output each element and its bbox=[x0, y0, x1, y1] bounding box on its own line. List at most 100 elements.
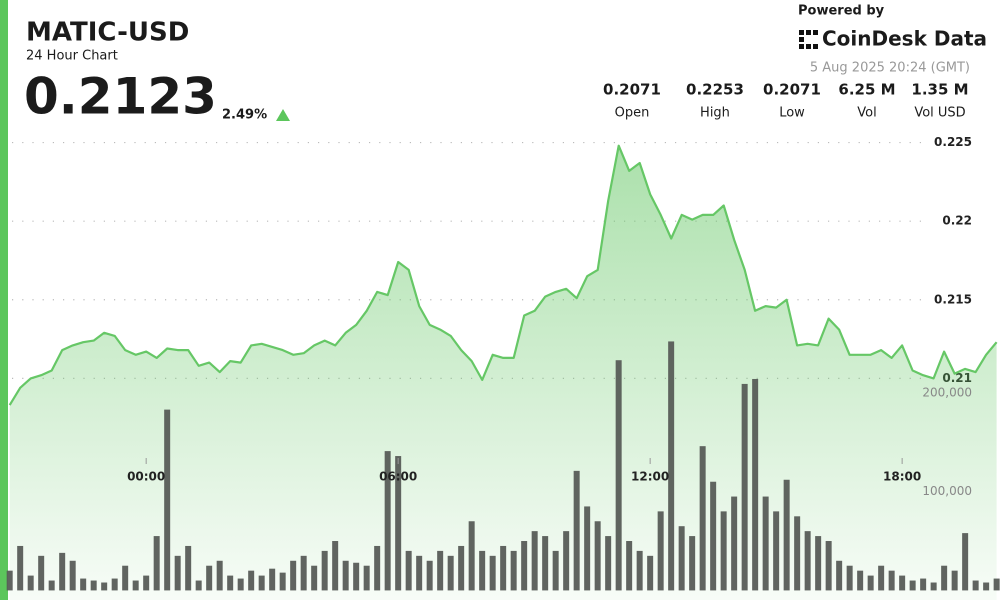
stat-value: 6.25 M bbox=[838, 81, 895, 99]
volume-bar bbox=[731, 496, 738, 591]
volume-bar bbox=[290, 560, 297, 591]
stat-value: 1.35 M bbox=[911, 81, 968, 99]
brand: CoinDesk Data bbox=[822, 27, 987, 51]
volume-bar bbox=[69, 560, 76, 591]
volume-bar bbox=[993, 578, 1000, 591]
x-tick-label: 12:00 bbox=[631, 470, 669, 484]
volume-bar bbox=[227, 575, 234, 591]
volume-bar bbox=[353, 562, 360, 591]
volume-bar bbox=[899, 575, 906, 591]
volume-bar bbox=[258, 575, 265, 591]
volume-bar bbox=[584, 506, 591, 591]
subtitle: 24 Hour Chart bbox=[26, 49, 118, 64]
volume-bar bbox=[59, 552, 66, 591]
volume-bar bbox=[909, 580, 916, 591]
volume-bar bbox=[363, 565, 370, 591]
volume-bar bbox=[458, 545, 465, 591]
volume-bar bbox=[248, 570, 255, 591]
price-line bbox=[8, 144, 998, 406]
volume-bar bbox=[447, 555, 454, 591]
stat-label: Open bbox=[615, 106, 650, 121]
y-tick-label: 0.225 bbox=[934, 135, 972, 149]
volume-bar bbox=[626, 541, 633, 591]
title: MATIC-USD bbox=[26, 18, 189, 48]
volume-bar bbox=[6, 570, 13, 591]
volume-bar bbox=[479, 550, 486, 591]
volume-bar bbox=[941, 565, 948, 591]
volume-bar bbox=[951, 570, 958, 591]
volume-bar bbox=[699, 446, 706, 591]
volume-bar bbox=[311, 565, 318, 591]
volume-bar bbox=[542, 536, 549, 591]
volume-bar bbox=[164, 409, 171, 591]
volume-bar bbox=[206, 565, 213, 591]
volume-bar bbox=[521, 541, 528, 591]
volume-bar bbox=[752, 378, 759, 591]
volume-bar bbox=[269, 568, 276, 591]
volume-bar bbox=[111, 578, 118, 591]
volume-bar bbox=[122, 565, 129, 591]
volume-bar bbox=[384, 451, 391, 591]
volume-bar bbox=[762, 496, 769, 591]
x-tick-label: 00:00 bbox=[127, 470, 165, 484]
volume-bar bbox=[510, 550, 517, 591]
volume-bar bbox=[720, 511, 727, 591]
volume-bar bbox=[573, 470, 580, 591]
volume-bar bbox=[804, 531, 811, 591]
volume-bar bbox=[500, 545, 507, 591]
volume-bar bbox=[216, 560, 223, 591]
volume-bar bbox=[615, 360, 622, 591]
volume-bar bbox=[962, 533, 969, 591]
x-tick-label: 06:00 bbox=[379, 470, 417, 484]
volume-bar bbox=[710, 481, 717, 591]
volume-bar bbox=[395, 456, 402, 591]
volume-bar bbox=[878, 565, 885, 591]
volume-bar bbox=[794, 516, 801, 591]
volume-bar bbox=[90, 580, 97, 591]
volume-bar bbox=[332, 541, 339, 591]
volume-bar bbox=[489, 555, 496, 591]
y2-tick-label: 100,000 bbox=[922, 484, 972, 498]
stat-value: 0.2071 bbox=[763, 81, 821, 99]
volume-bar bbox=[972, 580, 979, 591]
change: 2.49% bbox=[222, 108, 267, 123]
powered-by: Powered by bbox=[798, 4, 885, 19]
y-tick-label: 0.22 bbox=[942, 214, 972, 228]
volume-bar bbox=[689, 536, 696, 591]
accent-bar bbox=[0, 0, 8, 600]
volume-bar bbox=[279, 572, 286, 591]
volume-bar bbox=[185, 545, 192, 591]
y-tick-label: 0.215 bbox=[934, 292, 972, 306]
volume-bar bbox=[237, 578, 244, 591]
stat-value: 0.2071 bbox=[603, 81, 661, 99]
volume-bar bbox=[888, 570, 895, 591]
volume-bar bbox=[300, 555, 307, 591]
volume-bar bbox=[930, 582, 937, 591]
volume-bar bbox=[741, 383, 748, 591]
volume-bar bbox=[605, 536, 612, 591]
volume-bar bbox=[836, 560, 843, 591]
volume-bar bbox=[846, 565, 853, 591]
volume-bar bbox=[773, 511, 780, 591]
volume-bar bbox=[657, 511, 664, 591]
stat-label: Vol bbox=[857, 106, 876, 121]
volume-bar bbox=[783, 479, 790, 591]
volume-bar bbox=[174, 555, 181, 591]
volume-bar bbox=[678, 526, 685, 591]
volume-bar bbox=[825, 541, 832, 591]
stat-label: Low bbox=[779, 106, 805, 121]
volume-bar bbox=[815, 536, 822, 591]
stat-label: Vol USD bbox=[914, 106, 965, 121]
volume-bar bbox=[647, 555, 654, 591]
volume-bar bbox=[552, 550, 559, 591]
y2-tick-label: 200,000 bbox=[922, 385, 972, 399]
volume-bar bbox=[857, 570, 864, 591]
volume-bar bbox=[468, 521, 475, 591]
volume-bar bbox=[416, 555, 423, 591]
volume-bar bbox=[80, 578, 87, 591]
price-area bbox=[9, 145, 997, 600]
volume-bar bbox=[342, 560, 349, 591]
volume-bar bbox=[983, 582, 990, 591]
volume-bar bbox=[920, 578, 927, 591]
